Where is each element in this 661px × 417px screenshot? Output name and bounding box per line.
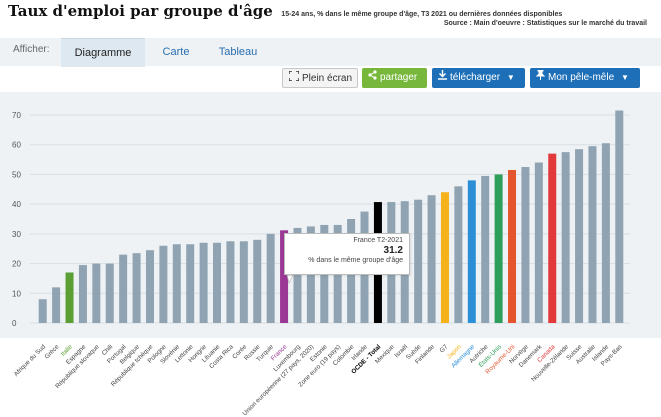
partager-button[interactable]: partager [362,68,427,88]
bar[interactable] [548,153,557,323]
bar[interactable] [521,167,530,323]
bar[interactable] [52,287,61,323]
chart-subtitle: 15-24 ans, % dans le même groupe d'âge, … [281,11,563,18]
y-tick-label: 10 [12,289,21,298]
bar[interactable] [92,263,101,323]
plein-ecran-button[interactable]: Plein écran [282,68,358,88]
tooltip-unit: % dans le même groupe d'âge [308,257,403,264]
bar[interactable] [481,175,490,323]
y-tick-label: 30 [12,230,21,239]
bar[interactable] [199,242,208,323]
page-title: Taux d'emploi par groupe d'âge [8,2,273,20]
bar[interactable] [534,162,543,323]
chart-title: Taux d'emploi par groupe d'âge 15-24 ans… [8,2,562,21]
bar[interactable] [65,272,74,323]
y-tick-label: 60 [12,141,21,150]
bar[interactable] [172,244,181,323]
telecharger-label: télécharger [450,72,501,83]
bar[interactable] [253,239,262,323]
bar[interactable] [280,230,289,323]
x-tick-label: G7 [438,343,449,354]
x-tick-label: Grèce [43,343,60,360]
bar[interactable] [266,233,275,323]
bar[interactable] [38,299,47,323]
bar[interactable] [293,227,302,323]
partager-label: partager [380,72,418,83]
chart-tooltip: France T2-2021 31.2 % dans le même group… [284,233,410,275]
tab-diagramme[interactable]: Diagramme [61,38,145,67]
bar[interactable] [132,253,141,323]
afficher-label: Afficher: [13,44,50,55]
pele-mele-button[interactable]: Mon pêle-mêle ▼ [530,68,640,88]
pin-icon [535,68,546,88]
y-tick-label: 20 [12,260,21,269]
bar[interactable] [226,241,235,323]
bar[interactable] [588,146,597,323]
tooltip-title: France T2-2021 [353,237,403,244]
bar[interactable] [186,244,195,323]
bar[interactable] [159,245,168,323]
bar[interactable] [440,192,449,323]
bar[interactable] [494,174,503,323]
tab-carte[interactable]: Carte [162,46,190,58]
tooltip-pointer [286,274,294,285]
bar[interactable] [414,199,423,323]
tooltip-value: 31.2 [383,245,403,256]
pele-mele-dropdown-icon: ▼ [620,73,629,82]
share-icon [368,68,377,88]
bar[interactable] [615,110,624,324]
download-icon [438,68,447,88]
tab-tableau[interactable]: Tableau [218,46,258,58]
y-tick-label: 40 [12,200,21,209]
bar[interactable] [508,169,517,323]
bar[interactable] [213,242,222,323]
plein-ecran-label: Plein écran [302,73,353,84]
bar[interactable] [561,152,570,323]
bar[interactable] [145,250,154,323]
x-tick-label: Afrique du Sud [13,343,48,378]
view-tabs: Afficher: Diagramme Carte Tableau [0,38,661,67]
bar[interactable] [239,241,248,323]
bar[interactable] [467,180,476,323]
bar[interactable] [575,149,584,323]
bar[interactable] [601,143,610,323]
pele-mele-label: Mon pêle-mêle [548,72,615,83]
bar[interactable] [427,195,436,323]
y-tick-label: 50 [12,170,21,179]
telecharger-dropdown-icon: ▼ [506,73,515,82]
telecharger-button[interactable]: télécharger ▼ [432,68,525,88]
y-tick-label: 0 [12,319,17,328]
bar[interactable] [78,265,87,323]
bar[interactable] [454,186,463,323]
y-tick-label: 70 [12,111,21,120]
bar[interactable] [119,254,128,323]
bar[interactable] [105,263,114,323]
source-note: Source : Main d'oeuvre : Statistiques su… [443,20,647,27]
